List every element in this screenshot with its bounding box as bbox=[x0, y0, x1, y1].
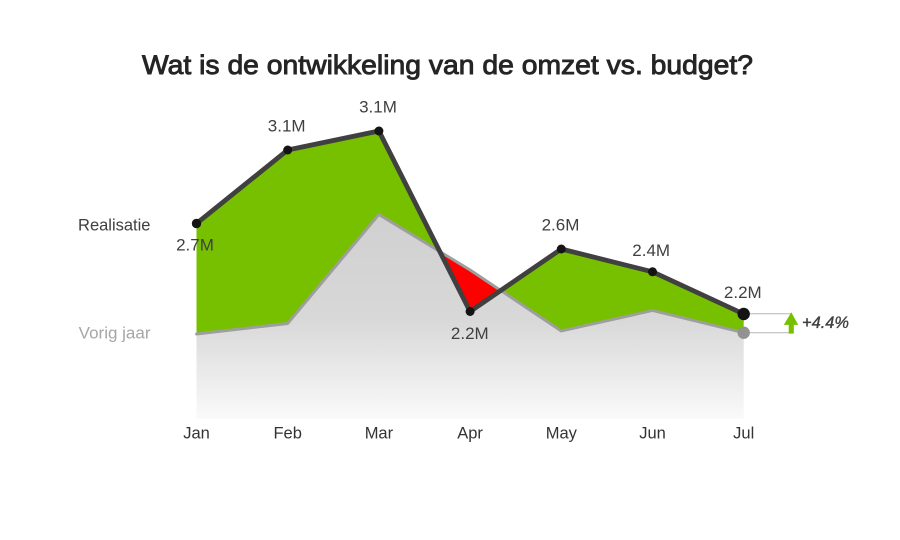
svg-text:2.4M: 2.4M bbox=[632, 241, 670, 260]
svg-text:Jun: Jun bbox=[639, 425, 666, 443]
svg-text:Feb: Feb bbox=[273, 425, 301, 443]
svg-text:May: May bbox=[546, 425, 578, 443]
svg-text:2.2M: 2.2M bbox=[451, 324, 489, 343]
svg-text:2.7M: 2.7M bbox=[176, 236, 214, 255]
svg-text:Apr: Apr bbox=[457, 425, 483, 443]
svg-text:2.6M: 2.6M bbox=[542, 216, 580, 235]
svg-text:Realisatie: Realisatie bbox=[78, 217, 150, 235]
svg-text:2.2M: 2.2M bbox=[724, 283, 762, 302]
svg-text:3.1M: 3.1M bbox=[268, 117, 306, 136]
svg-text:Mar: Mar bbox=[365, 425, 394, 443]
svg-text:Wat is de ontwikkeling van de: Wat is de ontwikkeling van de omzet vs. … bbox=[142, 50, 753, 80]
svg-text:Jul: Jul bbox=[733, 425, 754, 443]
svg-text:Vorig jaar: Vorig jaar bbox=[79, 324, 151, 343]
svg-text:3.1M: 3.1M bbox=[359, 98, 397, 117]
svg-text:+4.4%: +4.4% bbox=[802, 314, 849, 332]
svg-text:Jan: Jan bbox=[183, 425, 210, 443]
